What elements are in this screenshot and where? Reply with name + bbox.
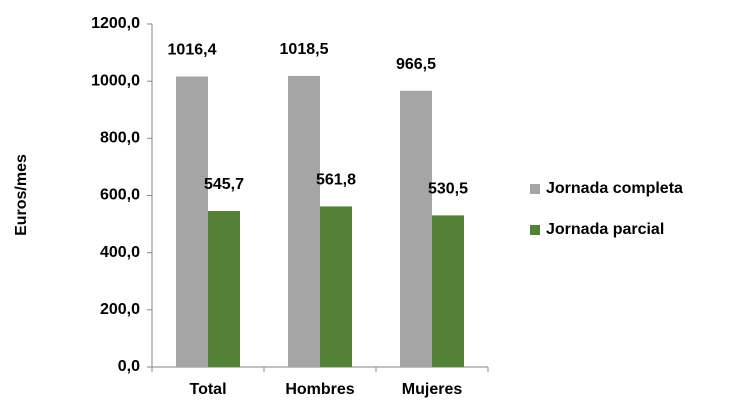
data-label: 1016,4: [168, 42, 217, 59]
data-label: 561,8: [316, 172, 356, 189]
bar: [288, 75, 320, 367]
y-tick-label: 800,0: [100, 130, 140, 147]
bar: [176, 76, 208, 367]
data-label: 530,5: [428, 181, 468, 198]
y-tick-label: 600,0: [100, 187, 140, 204]
x-tick-label: Mujeres: [402, 381, 463, 398]
bar: [400, 90, 432, 368]
legend-swatch: [530, 225, 540, 235]
y-tick-label: 1200,0: [91, 15, 140, 32]
y-tick-label: 400,0: [100, 244, 140, 261]
data-label: 966,5: [396, 56, 436, 73]
y-tick-label: 200,0: [100, 301, 140, 318]
data-label: 1018,5: [280, 41, 329, 58]
data-label: 545,7: [204, 176, 244, 193]
legend-swatch: [530, 184, 540, 194]
legend-label: Jornada parcial: [546, 221, 664, 238]
y-tick-label: 1000,0: [91, 72, 140, 89]
x-tick-label: Total: [189, 381, 226, 398]
y-axis-title: Euros/mes: [13, 154, 30, 236]
legend-label: Jornada completa: [546, 180, 683, 197]
bar: [432, 215, 464, 367]
x-tick-label: Hombres: [285, 381, 354, 398]
y-tick-label: 0,0: [118, 358, 140, 375]
bar: [208, 211, 240, 367]
bar: [320, 206, 352, 367]
